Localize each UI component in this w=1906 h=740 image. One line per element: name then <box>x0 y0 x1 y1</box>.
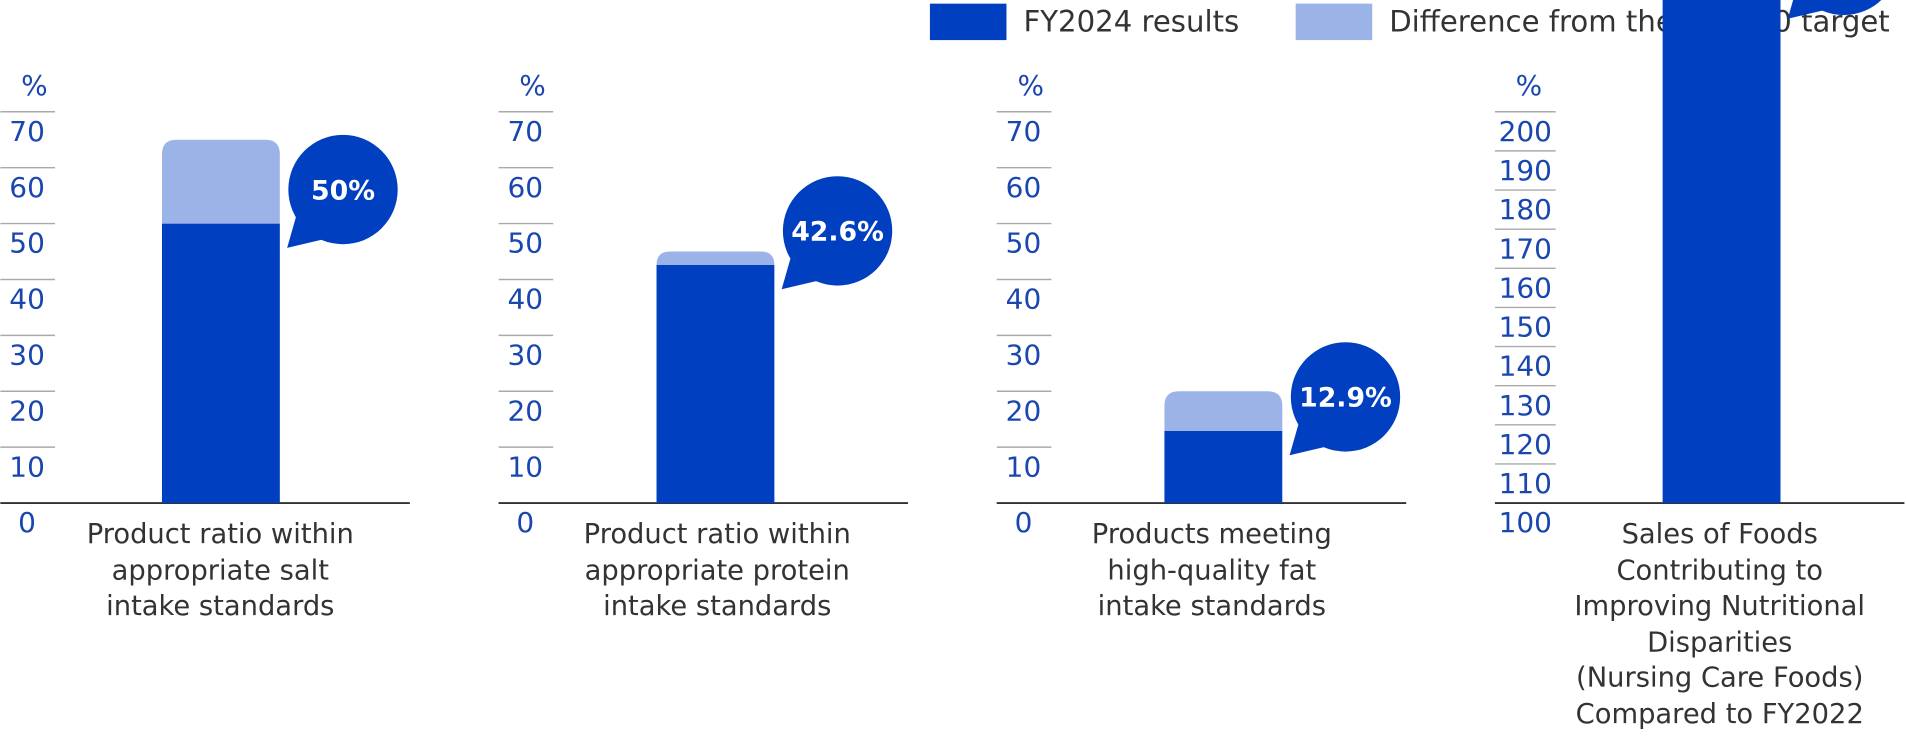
bubble <box>288 134 398 245</box>
y-tick-label: 100 <box>1499 506 1552 539</box>
category-label: Products meeting high-quality fat intake… <box>1091 518 1332 623</box>
y-tick-label: 70 <box>1006 115 1042 148</box>
y-tick-label: 40 <box>1006 283 1042 316</box>
y-tick-label: 200 <box>1499 115 1552 148</box>
value-label: 50% <box>311 175 375 206</box>
y-tick-label: 40 <box>508 283 544 316</box>
y-tick-label: 30 <box>508 339 544 372</box>
y-axis-label: % <box>1017 69 1044 102</box>
y-tick-label: 0 <box>1015 506 1033 539</box>
y-tick-label: 30 <box>1006 339 1042 372</box>
y-tick-label: 50 <box>9 227 45 260</box>
y-tick-label: 130 <box>1499 389 1552 422</box>
y-tick-label: 110 <box>1499 467 1552 500</box>
bar-segment <box>656 251 775 265</box>
category-label: Product ratio within appropriate protein… <box>583 518 851 623</box>
bar-segment <box>1164 430 1283 504</box>
y-tick-label: 20 <box>1006 394 1042 427</box>
bubble <box>1805 0 1882 16</box>
value-label: 42.6% <box>791 217 884 248</box>
y-tick-label: 120 <box>1499 428 1552 461</box>
y-tick-label: 0 <box>516 506 534 539</box>
category-box: Product ratio within appropriate protein… <box>583 518 851 623</box>
y-tick-label: 170 <box>1499 232 1552 265</box>
legend-swatch <box>1295 3 1373 41</box>
y-tick-label: 70 <box>9 115 45 148</box>
y-tick-label: 20 <box>508 394 544 427</box>
y-axis-label: % <box>519 69 546 102</box>
y-tick-label: 160 <box>1499 271 1552 304</box>
y-tick-label: 50 <box>1006 227 1042 260</box>
y-tick-label: 180 <box>1499 193 1552 226</box>
category-box: Products meeting high-quality fat intake… <box>1091 518 1332 623</box>
y-tick-label: 60 <box>508 171 544 204</box>
category-label: Product ratio within appropriate salt in… <box>86 518 354 623</box>
category-box: Sales of Foods Contributing to Improving… <box>1574 518 1866 730</box>
y-tick-label: 10 <box>1006 450 1042 483</box>
y-axis-label: % <box>1516 69 1543 102</box>
category-label: Sales of Foods Contributing to Improving… <box>1574 518 1866 730</box>
bar-segment <box>656 264 775 504</box>
y-tick-label: 140 <box>1499 350 1552 383</box>
y-tick-label: 0 <box>18 506 36 539</box>
y-tick-label: 40 <box>9 283 45 316</box>
y-tick-label: 20 <box>9 394 45 427</box>
y-axis-label: % <box>21 69 48 102</box>
y-tick-label: 60 <box>1006 171 1042 204</box>
y-tick-label: 10 <box>9 450 45 483</box>
bar-segment <box>1662 0 1781 504</box>
bar-segment <box>161 223 280 504</box>
y-tick-label: 50 <box>508 227 544 260</box>
y-tick-label: 70 <box>508 115 544 148</box>
bar-segment <box>1164 391 1283 431</box>
y-tick-label: 30 <box>9 339 45 372</box>
y-tick-label: 10 <box>508 450 544 483</box>
bubble <box>1290 342 1401 452</box>
y-tick-label: 190 <box>1499 154 1552 187</box>
legend-swatch <box>929 3 1007 41</box>
value-label: 12.9% <box>1299 383 1392 414</box>
y-tick-label: 60 <box>9 171 45 204</box>
y-tick-label: 150 <box>1499 311 1552 344</box>
bar-segment <box>161 139 280 224</box>
category-box: Product ratio within appropriate salt in… <box>86 518 354 623</box>
bubble <box>782 176 893 286</box>
legend-label: FY2024 results <box>1023 5 1239 39</box>
